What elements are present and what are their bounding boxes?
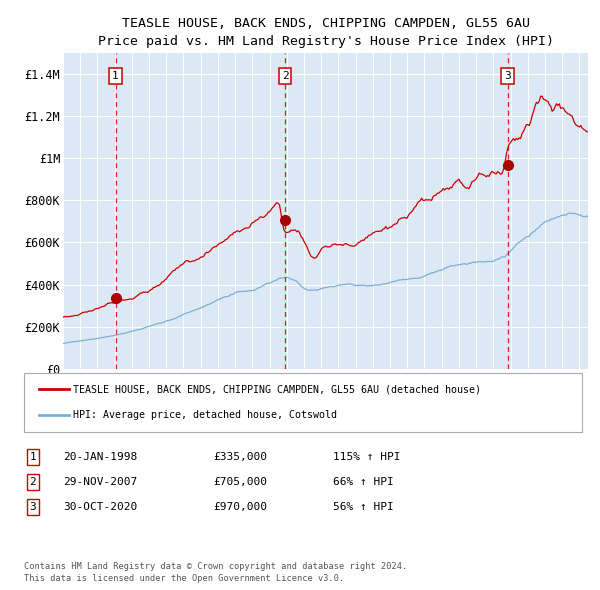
Text: 1: 1 [112, 71, 119, 81]
Text: 2: 2 [29, 477, 37, 487]
Text: 2: 2 [282, 71, 289, 81]
Title: TEASLE HOUSE, BACK ENDS, CHIPPING CAMPDEN, GL55 6AU
Price paid vs. HM Land Regis: TEASLE HOUSE, BACK ENDS, CHIPPING CAMPDE… [97, 17, 554, 48]
Text: 30-OCT-2020: 30-OCT-2020 [63, 502, 137, 512]
Text: 66% ↑ HPI: 66% ↑ HPI [333, 477, 394, 487]
Text: 115% ↑ HPI: 115% ↑ HPI [333, 453, 401, 462]
Text: Contains HM Land Registry data © Crown copyright and database right 2024.
This d: Contains HM Land Registry data © Crown c… [24, 562, 407, 583]
Text: £970,000: £970,000 [213, 502, 267, 512]
Text: 3: 3 [29, 502, 37, 512]
Text: TEASLE HOUSE, BACK ENDS, CHIPPING CAMPDEN, GL55 6AU (detached house): TEASLE HOUSE, BACK ENDS, CHIPPING CAMPDE… [73, 385, 481, 394]
Text: £705,000: £705,000 [213, 477, 267, 487]
Text: 1: 1 [29, 453, 37, 462]
Text: £335,000: £335,000 [213, 453, 267, 462]
Text: 3: 3 [504, 71, 511, 81]
Text: 20-JAN-1998: 20-JAN-1998 [63, 453, 137, 462]
Text: 56% ↑ HPI: 56% ↑ HPI [333, 502, 394, 512]
Text: 29-NOV-2007: 29-NOV-2007 [63, 477, 137, 487]
Text: HPI: Average price, detached house, Cotswold: HPI: Average price, detached house, Cots… [73, 411, 337, 420]
